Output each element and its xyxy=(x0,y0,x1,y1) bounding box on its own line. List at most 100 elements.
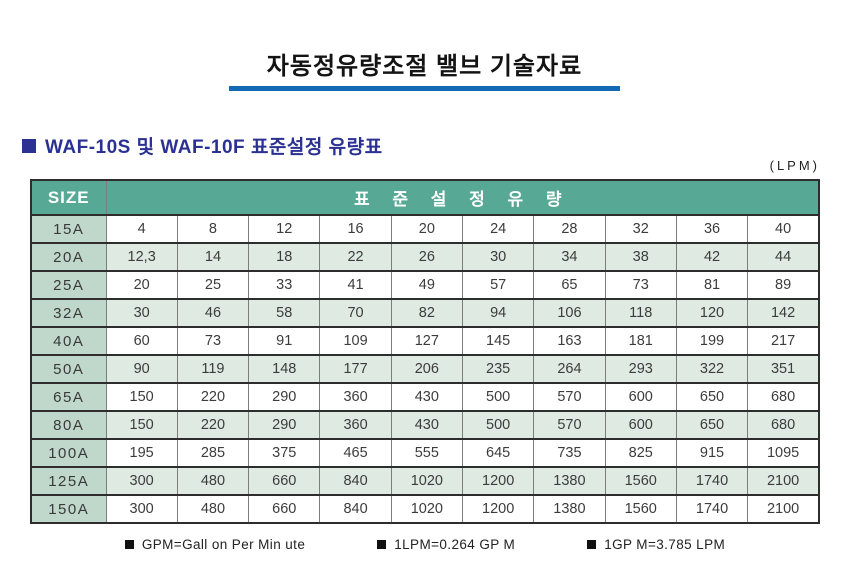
size-cell: 50A xyxy=(30,354,107,384)
size-cell: 25A xyxy=(30,270,107,300)
value-cell: 30 xyxy=(461,242,535,272)
footnote-gpm-definition: GPM=Gall on Per Min ute xyxy=(124,537,306,552)
value-cell: 600 xyxy=(604,410,677,440)
value-cell: 199 xyxy=(675,326,749,356)
unit-label: (LPM) xyxy=(769,158,820,173)
flow-rate-table: SIZE 표 준 설 정 유 량 15A 4 8 12 16 20 24 28 32 36 40 20… xyxy=(30,179,820,524)
value-cell: 300 xyxy=(105,466,178,496)
value-cell: 650 xyxy=(675,382,749,412)
value-cell: 81 xyxy=(675,270,749,300)
value-cell: 142 xyxy=(747,298,820,328)
value-cell: 1380 xyxy=(533,466,606,496)
value-cell: 120 xyxy=(675,298,749,328)
size-cell: 125A xyxy=(30,466,107,496)
size-cell: 150A xyxy=(30,494,107,524)
value-cell: 12 xyxy=(248,214,321,244)
value-cell: 177 xyxy=(319,354,392,384)
size-cell: 32A xyxy=(30,298,107,328)
value-cell: 89 xyxy=(747,270,820,300)
table-row: 15A 4 8 12 16 20 24 28 32 36 40 xyxy=(30,214,820,244)
footnote-bullet-icon xyxy=(587,540,597,549)
table-header-row: SIZE 표 준 설 정 유 량 xyxy=(30,179,820,216)
value-cell: 840 xyxy=(319,494,392,524)
table-row: 65A 150 220 290 360 430 500 570 600 650 680 xyxy=(30,382,820,412)
page-title: 자동정유량조절 밸브 기술자료 xyxy=(266,53,583,80)
value-cell: 285 xyxy=(176,438,250,468)
section-bullet-icon xyxy=(22,138,36,153)
value-cell: 18 xyxy=(248,242,321,272)
value-cell: 34 xyxy=(533,242,606,272)
value-cell: 195 xyxy=(105,438,178,468)
value-cell: 28 xyxy=(533,214,606,244)
value-cell: 150 xyxy=(105,410,178,440)
value-cell: 645 xyxy=(461,438,535,468)
value-cell: 25 xyxy=(176,270,250,300)
value-cell: 163 xyxy=(533,326,606,356)
value-cell: 1740 xyxy=(675,494,749,524)
value-cell: 570 xyxy=(533,410,606,440)
title-underline xyxy=(229,86,620,91)
value-cell: 300 xyxy=(105,494,178,524)
value-cell: 555 xyxy=(390,438,463,468)
footnote-lpm-to-gpm: 1LPM=0.264 GP M xyxy=(377,537,515,552)
value-cell: 500 xyxy=(461,382,535,412)
value-cell: 109 xyxy=(319,326,392,356)
value-cell: 660 xyxy=(248,466,321,496)
value-cell: 360 xyxy=(319,382,392,412)
footnote-bullet-icon xyxy=(377,540,387,549)
footnote-bullet-icon xyxy=(124,540,134,549)
value-cell: 680 xyxy=(747,382,820,412)
value-cell: 2100 xyxy=(747,494,820,524)
value-cell: 840 xyxy=(319,466,392,496)
value-cell: 600 xyxy=(604,382,677,412)
value-cell: 24 xyxy=(461,214,535,244)
value-cell: 1200 xyxy=(461,466,535,496)
value-cell: 360 xyxy=(319,410,392,440)
value-cell: 430 xyxy=(390,410,463,440)
value-cell: 1740 xyxy=(675,466,749,496)
value-cell: 46 xyxy=(176,298,250,328)
value-cell: 322 xyxy=(675,354,749,384)
value-cell: 181 xyxy=(604,326,677,356)
footnote-text: 1GP M=3.785 LPM xyxy=(604,537,726,552)
value-cell: 480 xyxy=(176,466,250,496)
size-cell: 80A xyxy=(30,410,107,440)
value-cell: 430 xyxy=(390,382,463,412)
table-row: 32A 30 46 58 70 82 94 106 118 120 142 xyxy=(30,298,820,328)
value-cell: 16 xyxy=(319,214,392,244)
value-cell: 480 xyxy=(176,494,250,524)
size-cell: 15A xyxy=(30,214,107,244)
value-cell: 33 xyxy=(248,270,321,300)
value-cell: 293 xyxy=(604,354,677,384)
value-cell: 290 xyxy=(248,382,321,412)
footnote-text: 1LPM=0.264 GP M xyxy=(394,537,516,552)
value-cell: 290 xyxy=(248,410,321,440)
size-column-header: SIZE xyxy=(30,179,107,216)
value-cell: 220 xyxy=(176,382,250,412)
value-cell: 4 xyxy=(105,214,178,244)
value-cell: 1560 xyxy=(604,466,677,496)
value-cell: 264 xyxy=(533,354,606,384)
value-cell: 1380 xyxy=(533,494,606,524)
value-cell: 2100 xyxy=(747,466,820,496)
value-cell: 680 xyxy=(747,410,820,440)
value-cell: 60 xyxy=(105,326,178,356)
value-cell: 44 xyxy=(747,242,820,272)
value-cell: 20 xyxy=(390,214,463,244)
size-cell: 40A xyxy=(30,326,107,356)
value-cell: 94 xyxy=(461,298,535,328)
value-cell: 36 xyxy=(675,214,749,244)
value-cell: 127 xyxy=(390,326,463,356)
footnote-text: GPM=Gall on Per Min ute xyxy=(141,537,306,552)
value-cell: 38 xyxy=(604,242,677,272)
value-cell: 14 xyxy=(176,242,250,272)
value-cell: 465 xyxy=(319,438,392,468)
value-cell: 1020 xyxy=(390,494,463,524)
size-cell: 20A xyxy=(30,242,107,272)
value-cell: 1560 xyxy=(604,494,677,524)
size-cell: 100A xyxy=(30,438,107,468)
value-cell: 42 xyxy=(675,242,749,272)
value-cell: 150 xyxy=(105,382,178,412)
value-cell: 650 xyxy=(675,410,749,440)
section-heading: WAF-10S 및 WAF-10F 표준설정 유량표 xyxy=(22,132,383,159)
